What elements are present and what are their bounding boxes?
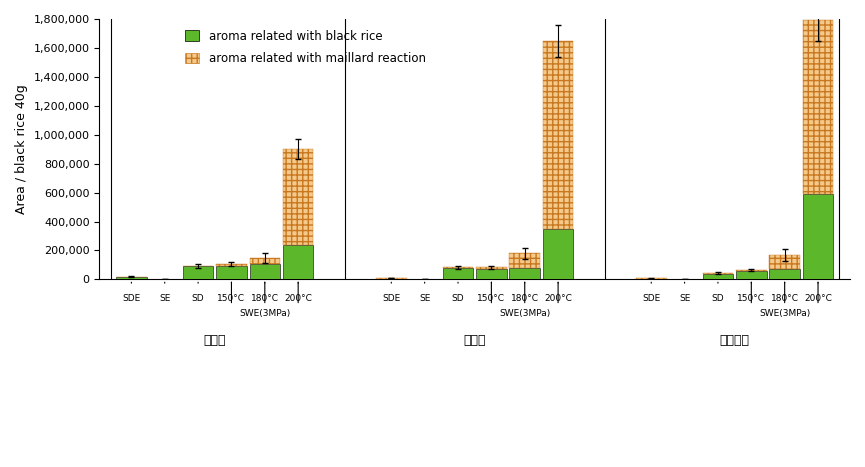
Text: SDE: SDE xyxy=(122,294,140,303)
Bar xyxy=(183,266,214,279)
Bar xyxy=(543,229,573,279)
Legend: aroma related with black rice, aroma related with maillard reaction: aroma related with black rice, aroma rel… xyxy=(181,25,431,70)
Text: SD: SD xyxy=(192,294,204,303)
Bar xyxy=(509,254,540,268)
Text: SWE(3MPa): SWE(3MPa) xyxy=(759,309,811,318)
Bar xyxy=(803,21,833,194)
Text: 180°C: 180°C xyxy=(771,294,798,303)
Bar xyxy=(476,267,507,269)
Text: SE: SE xyxy=(679,294,690,303)
Text: 신농흑찰: 신농흑찰 xyxy=(720,334,750,347)
Bar xyxy=(803,194,833,279)
Text: 180°C: 180°C xyxy=(251,294,279,303)
Bar xyxy=(543,41,573,229)
Bar xyxy=(249,258,280,263)
Text: SE: SE xyxy=(419,294,431,303)
Bar xyxy=(702,273,734,274)
Bar xyxy=(116,276,147,277)
Text: 200°C: 200°C xyxy=(544,294,572,303)
Bar xyxy=(283,149,313,245)
Bar xyxy=(249,263,280,279)
Text: SWE(3MPa): SWE(3MPa) xyxy=(240,309,291,318)
Bar xyxy=(476,269,507,279)
Text: SD: SD xyxy=(452,294,465,303)
Bar xyxy=(283,245,313,279)
Text: 200°C: 200°C xyxy=(285,294,312,303)
Text: 150°C: 150°C xyxy=(477,294,505,303)
Text: 200°C: 200°C xyxy=(804,294,832,303)
Bar xyxy=(736,271,766,279)
Bar xyxy=(443,267,473,268)
Bar xyxy=(769,269,800,279)
Bar xyxy=(509,268,540,279)
Bar xyxy=(702,274,734,279)
Bar xyxy=(736,270,766,271)
Text: SDE: SDE xyxy=(642,294,660,303)
Bar xyxy=(216,266,247,279)
Bar xyxy=(116,277,147,279)
Text: 150°C: 150°C xyxy=(217,294,246,303)
Bar xyxy=(769,255,800,269)
Y-axis label: Area / black rice 40g: Area / black rice 40g xyxy=(15,85,28,214)
Bar xyxy=(443,268,473,279)
Text: 150°C: 150°C xyxy=(737,294,766,303)
Text: SDE: SDE xyxy=(382,294,400,303)
Text: 180°C: 180°C xyxy=(510,294,539,303)
Text: 흑진주: 흑진주 xyxy=(464,334,486,347)
Bar xyxy=(216,264,247,266)
Text: SWE(3MPa): SWE(3MPa) xyxy=(499,309,550,318)
Text: SD: SD xyxy=(712,294,724,303)
Text: 흑향미: 흑향미 xyxy=(203,334,226,347)
Text: SE: SE xyxy=(159,294,170,303)
